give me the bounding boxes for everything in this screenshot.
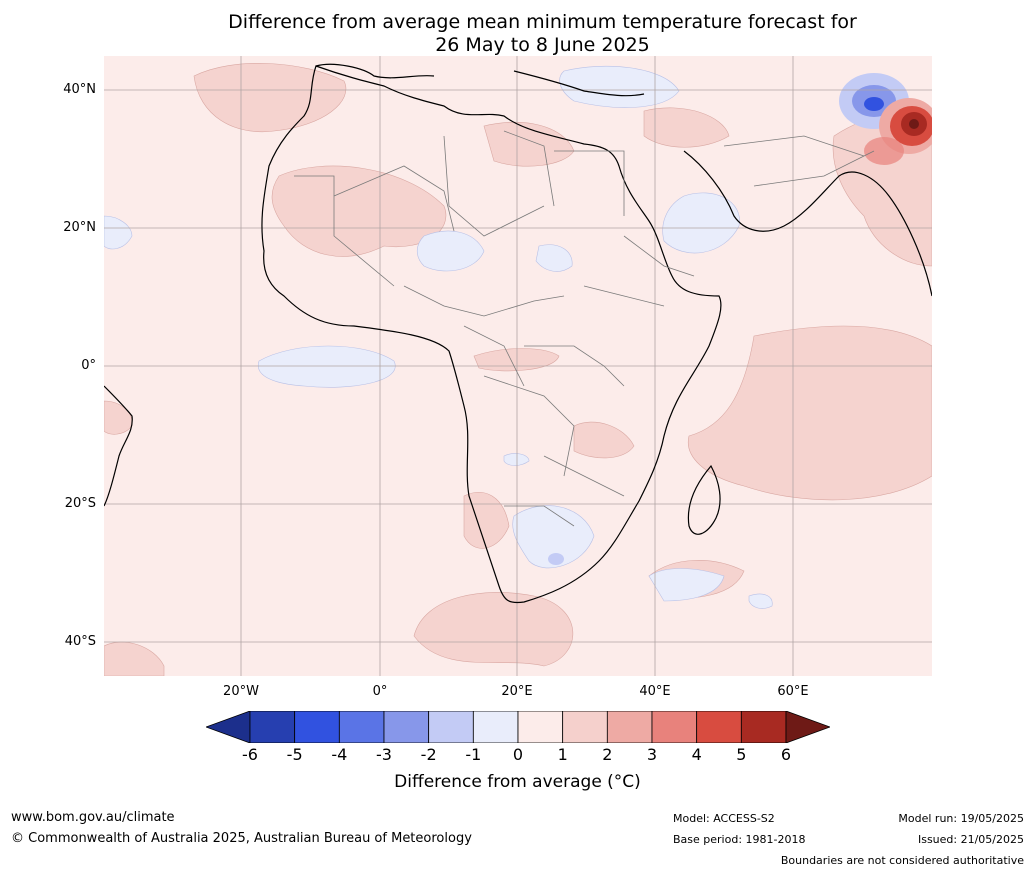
lat-label-40s: 40°S bbox=[64, 634, 96, 649]
colorbar-tick-label: -6 bbox=[242, 745, 258, 764]
forecast-map bbox=[104, 56, 932, 676]
chart-title-line1: Difference from average mean minimum tem… bbox=[228, 11, 857, 33]
footer-model: Model: ACCESS-S2 bbox=[673, 812, 775, 825]
colorbar-extend-high bbox=[785, 711, 830, 743]
colorbar-tick-label: 3 bbox=[646, 745, 658, 764]
colorbar-bin bbox=[249, 711, 296, 743]
lon-label-60e: 60°E bbox=[777, 684, 809, 699]
footer-issued: Issued: 21/05/2025 bbox=[917, 833, 1024, 846]
colorbar-bin bbox=[428, 711, 474, 743]
colorbar-tick-label: 2 bbox=[602, 745, 613, 764]
colorbar-tick-label: -5 bbox=[286, 745, 303, 764]
colorbar-bin bbox=[562, 711, 608, 743]
chart-title-line2: 26 May to 8 June 2025 bbox=[435, 34, 650, 56]
colorbar-tick-label: 5 bbox=[736, 745, 747, 764]
lat-label-20s: 20°S bbox=[64, 496, 96, 511]
footer-model-run: Model run: 19/05/2025 bbox=[898, 812, 1024, 825]
lon-label-40e: 40°E bbox=[639, 684, 671, 699]
colorbar-tick-label: 4 bbox=[691, 745, 702, 764]
colorbar-bin bbox=[740, 711, 787, 743]
colorbar-bin bbox=[383, 711, 430, 743]
coastlines bbox=[104, 63, 932, 604]
lon-label-20e: 20°E bbox=[501, 684, 533, 699]
colorbar-tick-label: -4 bbox=[331, 745, 348, 764]
colorbar-tick-label: -2 bbox=[420, 745, 437, 764]
hotspot-warm bbox=[864, 98, 932, 165]
graticule bbox=[104, 56, 932, 676]
colorbar-bin bbox=[651, 711, 698, 743]
colorbar-label: Difference from average (°C) bbox=[394, 772, 641, 792]
colorbar-bin bbox=[606, 711, 653, 743]
lon-label-0: 0° bbox=[372, 684, 388, 699]
colorbar-tick-label: 6 bbox=[780, 745, 792, 764]
colorbar-bin bbox=[517, 711, 564, 743]
colorbar-extend-low bbox=[206, 711, 251, 743]
footer-disclaimer: Boundaries are not considered authoritat… bbox=[780, 854, 1024, 867]
footer-url[interactable]: www.bom.gov.au/climate bbox=[11, 810, 175, 825]
colorbar-tick-label: -3 bbox=[376, 745, 392, 764]
colorbar-bin bbox=[472, 711, 519, 743]
colorbar-tick-label: 0 bbox=[512, 745, 524, 764]
country-borders bbox=[294, 130, 875, 527]
lat-label-40n: 40°N bbox=[63, 82, 96, 97]
map-canvas bbox=[104, 56, 932, 676]
colorbar-bin bbox=[294, 711, 340, 743]
lon-label-20w: 20°W bbox=[223, 684, 259, 699]
colorbar-bin bbox=[338, 711, 385, 743]
cool-anomaly-areas bbox=[104, 65, 773, 609]
lat-label-0: 0° bbox=[81, 358, 96, 373]
colorbar-tick-label: 1 bbox=[557, 745, 568, 764]
colorbar bbox=[206, 711, 830, 743]
footer-copyright: © Commonwealth of Australia 2025, Austra… bbox=[11, 831, 472, 846]
footer-base-period: Base period: 1981-2018 bbox=[673, 833, 806, 846]
colorbar-bin bbox=[696, 711, 742, 743]
lat-label-20n: 20°N bbox=[63, 220, 96, 235]
colorbar-tick-label: -1 bbox=[465, 745, 482, 764]
